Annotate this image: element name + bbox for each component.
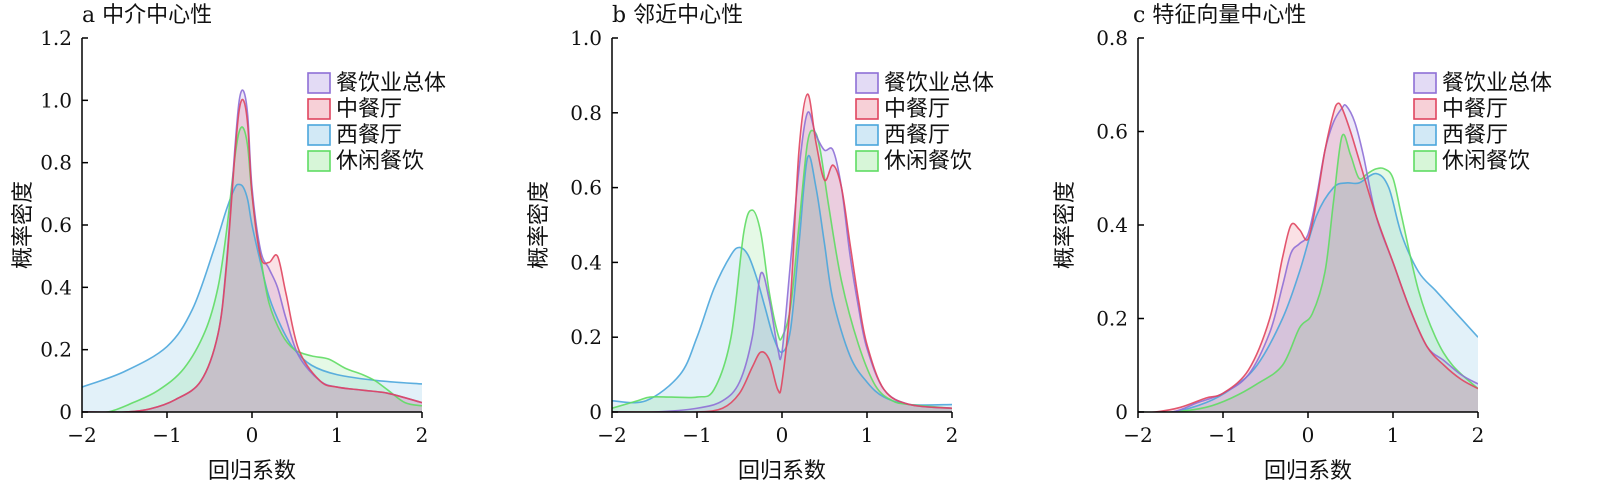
y-tick-label: 0.6	[570, 176, 602, 200]
series-area-1	[82, 126, 422, 412]
legend-swatch	[1413, 150, 1437, 172]
x-tick-label: −1	[682, 423, 711, 447]
x-axis-label: 回归系数	[738, 459, 826, 484]
legend-label: 西餐厅	[884, 123, 950, 148]
y-tick-label: 0	[1115, 400, 1128, 424]
series-line-1	[1138, 133, 1478, 412]
chart-title: c 特征向量中心性	[1133, 3, 1306, 28]
legend-label: 餐饮业总体	[1442, 71, 1552, 96]
y-tick-label: 0.8	[570, 101, 602, 125]
y-tick-label: 0.2	[570, 325, 602, 349]
x-tick-label: 1	[861, 423, 874, 447]
x-tick-label: 0	[246, 423, 259, 447]
series-line-0	[82, 183, 422, 388]
legend-label: 休闲餐饮	[884, 149, 972, 174]
legend-swatch	[855, 98, 879, 120]
series-area-3	[82, 99, 422, 412]
x-axis-label: 回归系数	[1264, 459, 1352, 484]
legend-label: 休闲餐饮	[336, 149, 424, 174]
y-tick-label: 0.8	[1096, 26, 1128, 50]
series-group	[612, 93, 952, 412]
legend-label: 餐饮业总体	[336, 71, 446, 96]
series-area-0	[612, 155, 952, 412]
x-tick-label: 2	[946, 423, 959, 447]
y-tick-label: 0.2	[1096, 307, 1128, 331]
legend-swatch	[307, 98, 331, 120]
x-tick-label: −2	[67, 423, 96, 447]
y-tick-label: 0.8	[40, 151, 72, 175]
series-group	[1138, 102, 1478, 412]
legend-label: 中餐厅	[1442, 97, 1508, 122]
x-tick-label: 2	[416, 423, 429, 447]
series-area-2	[82, 90, 422, 412]
chart-panel-2: b 邻近中心性 0 0.2 0.4 0.6 0.8 1.0 −2 −1 0 1 2 回归系数 概率密度 餐饮…	[527, 3, 994, 484]
chart-panel-3: c 特征向量中心性 0 0.2 0.4 0.6 0.8 −2 −1 0 1 2 回归系数 概率密度 餐饮业…	[1053, 3, 1552, 484]
series-line-0	[612, 154, 952, 406]
legend-label: 中餐厅	[336, 97, 402, 122]
x-tick-label: −1	[152, 423, 181, 447]
series-line-1	[612, 129, 952, 410]
legend-swatch	[307, 124, 331, 146]
chart-title: b 邻近中心性	[612, 3, 743, 28]
x-tick-label: 0	[776, 423, 789, 447]
legend-swatch	[855, 72, 879, 94]
x-tick-label: 0	[1302, 423, 1315, 447]
series-line-3	[82, 98, 422, 412]
legend-label: 中餐厅	[884, 97, 950, 122]
x-tick-label: 1	[331, 423, 344, 447]
y-tick-label: 1.2	[40, 26, 72, 50]
y-tick-label: 0.4	[1096, 213, 1128, 237]
series-line-3	[612, 93, 952, 412]
series-group	[82, 89, 422, 412]
legend-swatch	[855, 124, 879, 146]
y-tick-label: 0.4	[570, 250, 602, 274]
legend-label: 西餐厅	[336, 123, 402, 148]
legend-swatch	[1413, 72, 1437, 94]
legend-swatch	[307, 72, 331, 94]
y-tick-label: 0	[59, 400, 72, 424]
x-tick-label: −2	[597, 423, 626, 447]
chart-title: a 中介中心性	[82, 3, 212, 28]
y-axis-label: 概率密度	[11, 181, 36, 269]
series-area-0	[1138, 173, 1478, 412]
x-tick-label: −2	[1123, 423, 1152, 447]
series-line-2	[612, 111, 952, 412]
y-tick-label: 0.6	[1096, 120, 1128, 144]
y-tick-label: 0.2	[40, 338, 72, 362]
series-area-2	[1138, 104, 1478, 412]
x-tick-label: 2	[1472, 423, 1485, 447]
series-area-3	[1138, 103, 1478, 412]
y-axis-label: 概率密度	[1053, 181, 1078, 269]
series-line-3	[1138, 102, 1478, 412]
y-tick-label: 1.0	[40, 88, 72, 112]
y-tick-label: 0.4	[40, 275, 72, 299]
y-tick-label: 0.6	[40, 213, 72, 237]
legend-swatch	[307, 150, 331, 172]
legend-label: 西餐厅	[1442, 123, 1508, 148]
legend-swatch	[1413, 98, 1437, 120]
y-tick-label: 1.0	[570, 26, 602, 50]
x-tick-label: 1	[1387, 423, 1400, 447]
series-area-0	[82, 184, 422, 412]
legend-swatch	[855, 150, 879, 172]
legend-label: 休闲餐饮	[1442, 149, 1530, 174]
chart-panel-1: a 中介中心性 0 0.2 0.4 0.6 0.8 1.0 1.2 −2 −1 0 1 2 回归系数 概率密…	[11, 3, 446, 484]
x-axis-label: 回归系数	[208, 459, 296, 484]
legend-label: 餐饮业总体	[884, 71, 994, 96]
legend-swatch	[1413, 124, 1437, 146]
x-tick-label: −1	[1208, 423, 1237, 447]
y-axis-label: 概率密度	[527, 181, 552, 269]
y-tick-label: 0	[589, 400, 602, 424]
